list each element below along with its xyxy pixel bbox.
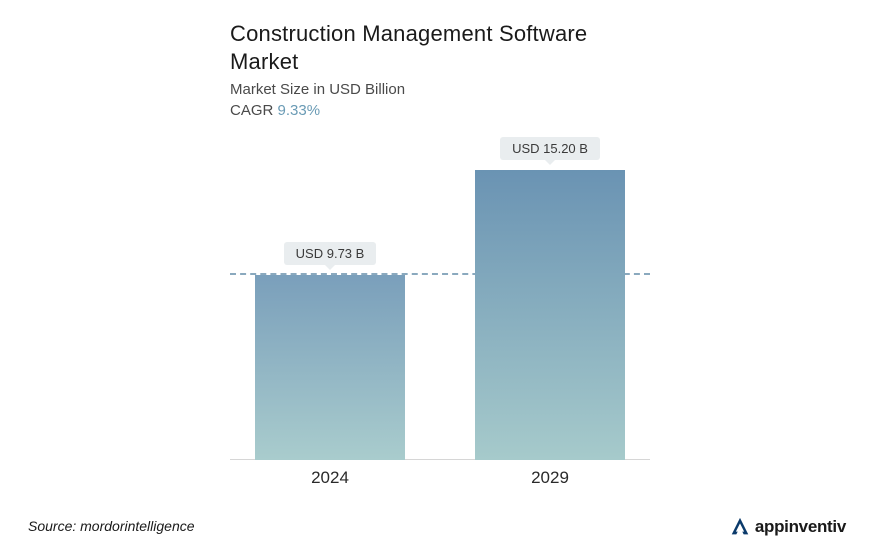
source-attribution: Source: mordorintelligence	[28, 518, 195, 534]
chart-title: Construction Management Software Market	[230, 20, 630, 75]
page: Construction Management Software Market …	[0, 0, 870, 550]
bar	[475, 170, 625, 460]
cagr-label: CAGR	[230, 102, 273, 119]
brand-logo-icon	[729, 516, 751, 538]
chart-header: Construction Management Software Market …	[230, 20, 630, 119]
brand-badge: appinventiv	[729, 516, 846, 538]
bar-value-label: USD 9.73 B	[284, 242, 377, 265]
chart-inner: USD 9.73 B 2024 USD 15.20 B 2029	[230, 150, 650, 490]
bar-value-label: USD 15.20 B	[500, 137, 600, 160]
bar-category-label: 2029	[470, 468, 630, 488]
bar-group-2024: USD 9.73 B	[250, 242, 410, 460]
bar-group-2029: USD 15.20 B	[470, 137, 630, 460]
chart-area: USD 9.73 B 2024 USD 15.20 B 2029	[230, 150, 650, 490]
brand-name: appinventiv	[755, 517, 846, 537]
chart-subtitle: Market Size in USD Billion	[230, 81, 630, 98]
chart-cagr: CAGR 9.33%	[230, 102, 630, 119]
bar-category-label: 2024	[250, 468, 410, 488]
bar	[255, 275, 405, 460]
cagr-value: 9.33%	[278, 102, 321, 119]
